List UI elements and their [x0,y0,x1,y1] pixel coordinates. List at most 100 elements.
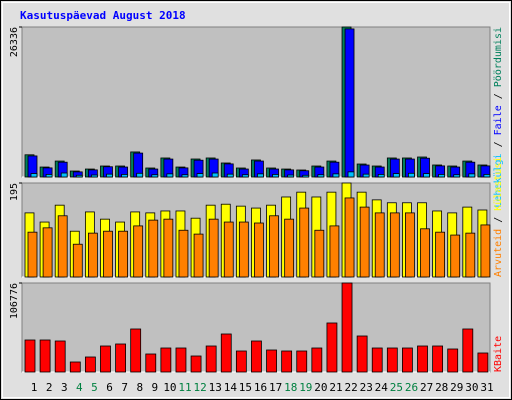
bar [281,350,293,373]
bar [24,339,36,373]
bar [453,174,461,178]
bar [42,227,53,278]
x-tick-label: 19 [299,381,312,394]
x-tick-label: 30 [465,381,478,394]
bar [103,230,113,278]
x-tick-label: 31 [480,381,493,394]
bar [432,345,444,373]
bar [344,28,355,178]
bar [299,207,310,278]
bar [389,212,400,278]
x-tick-label: 6 [106,381,113,394]
chart-title: Kasutuspäevad August 2018 [20,9,186,22]
x-tick-label: 2 [46,381,53,394]
x-tick-label: 4 [76,381,83,394]
bar [115,343,126,373]
bar [87,232,98,278]
bar [27,231,38,278]
bar [362,173,370,178]
bar [69,361,81,373]
bar [57,215,68,278]
bar [145,353,157,373]
bar [148,219,159,278]
legend: KBaite [493,336,504,372]
bar [151,174,159,178]
bar [266,349,277,373]
bar [374,212,385,278]
bar [178,229,189,278]
bar [402,347,413,373]
bar [329,225,340,278]
x-tick-label: 13 [209,381,222,394]
x-tick-label: 18 [284,381,297,394]
bar [205,345,217,373]
bar [311,347,323,373]
legend-entry: KBaite [493,336,504,372]
bar [84,356,96,373]
x-tick-label: 16 [254,381,267,394]
bar [193,233,204,278]
bar [190,355,202,373]
x-tick-label: 8 [136,381,143,394]
bar [326,322,338,373]
bar [238,221,249,278]
bar [272,174,279,178]
legend-entry: Faile [493,105,504,135]
legend-separator: / [493,135,504,153]
x-tick-label: 24 [375,381,389,394]
bar [160,347,172,373]
bar [477,352,489,373]
x-tick-label: 21 [329,381,342,394]
x-tick-label: 23 [360,381,373,394]
x-tick-label: 5 [91,381,98,394]
bar [465,232,476,278]
bar [417,345,428,373]
x-tick-label: 12 [194,381,207,394]
bar [269,215,279,278]
x-tick-label: 29 [450,381,463,394]
x-tick-label: 17 [269,381,282,394]
bar [450,234,461,278]
bar [302,174,310,178]
bar [211,172,219,178]
bar [435,231,446,278]
bar [220,333,232,373]
bar [196,173,204,178]
bar [344,197,355,278]
bar [408,172,415,178]
x-tick-label: 22 [344,381,357,394]
bar [356,335,368,373]
x-tick-label: 9 [152,381,159,394]
bar [72,243,83,278]
bar [75,174,83,178]
x-tick-label: 1 [31,381,38,394]
bar [251,340,262,373]
bar [235,350,247,373]
legend: Lehekülgi / Faile / Pöördumisi [493,27,504,208]
bar [287,174,295,178]
x-tick-label: 20 [314,381,327,394]
x-tick-label: 11 [178,381,191,394]
bar [347,171,355,178]
bar [341,282,353,373]
legend-entry: Pöördumisi [493,27,504,87]
bar [90,174,98,178]
bar [226,173,234,178]
bar [405,212,415,278]
bar [438,174,446,178]
bar [420,228,430,278]
legend-separator: / [493,211,504,229]
bar [241,174,249,178]
bar [133,225,144,278]
bar [166,173,174,178]
legend-entry: Külastusi [493,157,504,211]
bar [175,347,187,373]
x-tick-label: 15 [239,381,252,394]
bar [377,174,385,178]
bar [30,173,38,178]
legend-separator: / [493,87,504,105]
bar [54,340,66,373]
bar [317,174,325,178]
